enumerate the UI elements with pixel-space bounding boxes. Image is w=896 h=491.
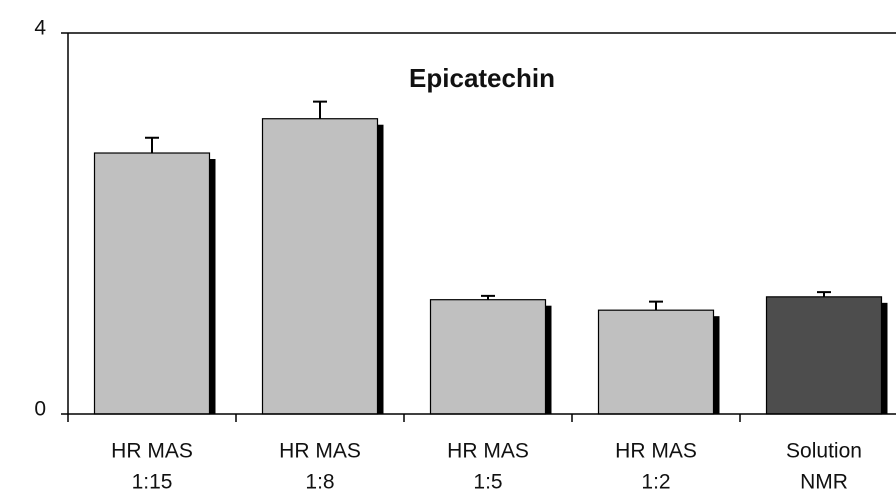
error-bar <box>817 291 831 297</box>
y-tick-label: 0 <box>34 398 46 421</box>
x-tick-label: HR MAS <box>111 440 193 463</box>
bar <box>93 152 211 415</box>
bar <box>429 299 547 415</box>
error-bar <box>481 294 495 300</box>
bar <box>765 296 883 415</box>
error-bar <box>649 300 663 311</box>
error-bar <box>145 136 159 154</box>
x-tick-label: 1:5 <box>473 471 502 491</box>
bar <box>597 309 715 415</box>
chart-title: Epicatechin <box>409 63 555 93</box>
error-bar <box>313 100 327 119</box>
x-tick-label: 1:2 <box>641 471 670 491</box>
x-tick-label: NMR <box>800 471 848 491</box>
x-tick-label: HR MAS <box>447 440 529 463</box>
x-tick-label: HR MAS <box>279 440 361 463</box>
x-tick-label: 1:15 <box>132 471 173 491</box>
y-tick-label: 4 <box>34 17 46 40</box>
x-tick-label: 1:8 <box>305 471 334 491</box>
bar <box>261 118 379 415</box>
x-tick-label: HR MAS <box>615 440 697 463</box>
x-tick-label: Solution <box>786 440 862 463</box>
